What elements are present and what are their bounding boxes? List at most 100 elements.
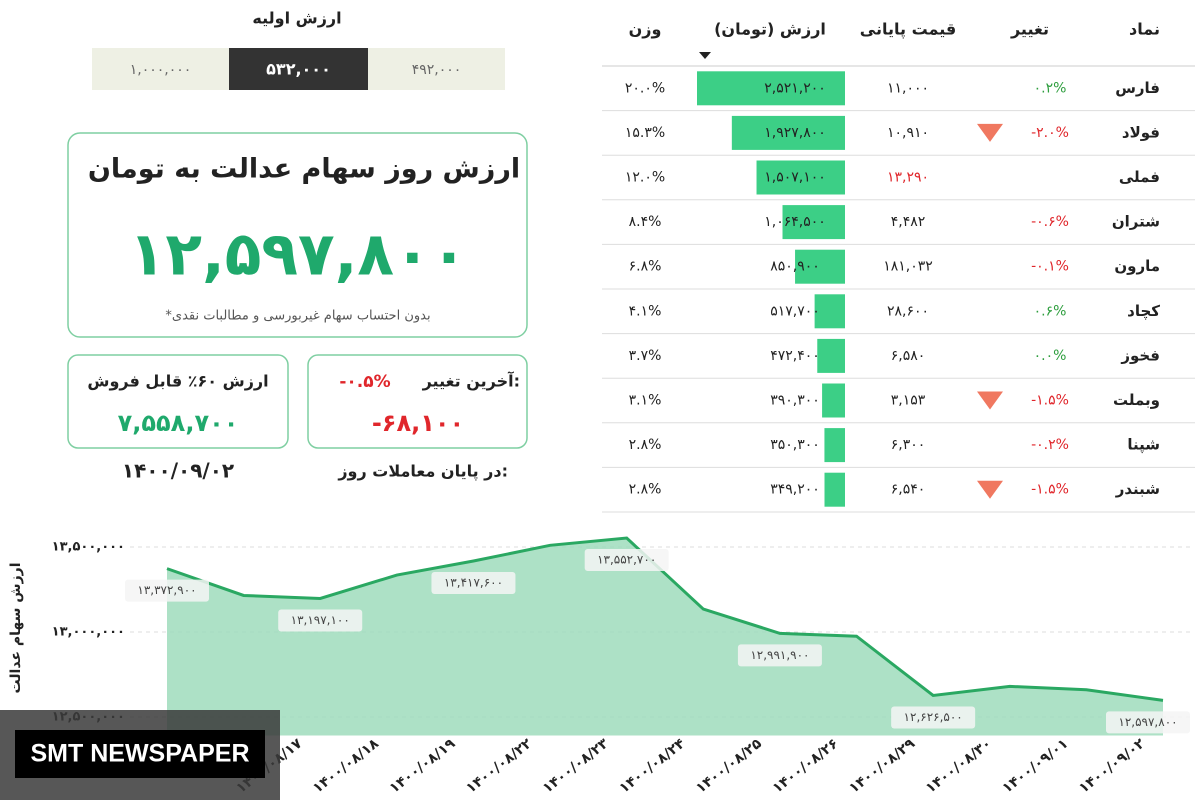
weight: ۲.۸% bbox=[629, 482, 662, 498]
x-tick-label: ۱۴۰۰/۰۸/۱۸ bbox=[310, 735, 382, 796]
value-bar bbox=[822, 383, 845, 418]
change: -۱.۵% bbox=[1031, 482, 1069, 498]
value-label-box bbox=[584, 549, 669, 572]
change-percent: -۰.۵% bbox=[339, 372, 390, 392]
weight: ۶.۸% bbox=[629, 259, 662, 275]
change: -۲.۰% bbox=[1031, 125, 1069, 141]
symbol: کچاد bbox=[1127, 302, 1160, 321]
price: ۱۳,۲۹۰ bbox=[887, 170, 929, 186]
value-label-box bbox=[891, 706, 976, 729]
price: ۳,۱۵۳ bbox=[891, 393, 926, 409]
symbol: شتران bbox=[1112, 213, 1160, 231]
value-bar bbox=[697, 71, 845, 106]
symbol: شپنا bbox=[1127, 436, 1160, 455]
price: ۴,۴۸۲ bbox=[891, 214, 926, 230]
x-tick-label: ۱۴۰۰/۰۹/۰۲ bbox=[1076, 735, 1148, 796]
value-label: ۱۳,۵۵۲,۷۰۰ bbox=[597, 553, 656, 567]
x-tick-label: ۱۴۰۰/۰۸/۲۴ bbox=[616, 735, 688, 796]
x-tick-label: ۱۴۰۰/۰۸/۲۹ bbox=[846, 735, 918, 796]
symbol: فارس bbox=[1115, 79, 1160, 97]
value-label: ۸۵۰,۹۰۰ bbox=[770, 259, 820, 275]
value-bar bbox=[824, 428, 845, 463]
price: ۱۸۱,۰۳۲ bbox=[883, 259, 933, 275]
symbol: فملی bbox=[1119, 168, 1160, 186]
summary-card bbox=[67, 132, 528, 338]
option-label[interactable]: ۱,۰۰۰,۰۰۰ bbox=[130, 62, 192, 78]
table: نماد تغییر قیمت پایانی ارزش (تومان) وزن فارس ۰… bbox=[602, 20, 1195, 513]
change-title: آخرین تغییر: bbox=[422, 371, 520, 391]
value-label: ۱۲,۵۹۷,۸۰۰ bbox=[1118, 715, 1177, 729]
sellable-title: ارزش ۶۰٪ قابل فروش bbox=[87, 372, 268, 391]
x-tick-label: ۱۴۰۰/۰۸/۲۳ bbox=[540, 735, 612, 796]
value-bar bbox=[817, 338, 845, 373]
change: -۰.۲% bbox=[1031, 437, 1069, 453]
x-tick-label: ۱۴۰۰/۰۸/۲۵ bbox=[693, 735, 765, 796]
down-arrow bbox=[977, 123, 1003, 142]
price: ۶,۵۴۰ bbox=[891, 482, 926, 498]
line bbox=[166, 536, 1164, 702]
summary-value: ۱۲,۵۹۷,۸۰۰ bbox=[129, 220, 468, 290]
date-label: در پایان معاملات روز: bbox=[337, 462, 508, 482]
column-header: نماد bbox=[1129, 20, 1160, 39]
column-header: وزن bbox=[629, 20, 662, 39]
value-label: ۱۳,۴۱۷,۶۰۰ bbox=[444, 576, 503, 590]
price: ۲۸,۶۰۰ bbox=[887, 303, 929, 319]
symbol: فولاد bbox=[1122, 123, 1160, 141]
value-label: ۱,۹۲۷,۸۰۰ bbox=[764, 125, 826, 141]
value-label: ۱,۵۰۷,۱۰۰ bbox=[764, 170, 826, 186]
price: ۱۱,۰۰۰ bbox=[887, 80, 929, 96]
weight: ۴.۱% bbox=[629, 303, 662, 319]
change: -۰.۶% bbox=[1031, 214, 1069, 230]
value-label: ۲,۵۲۱,۲۰۰ bbox=[764, 80, 826, 96]
price: ۶,۳۰۰ bbox=[891, 437, 926, 453]
x-tick-label: ۱۴۰۰/۰۸/۳۰ bbox=[923, 736, 995, 797]
option-button[interactable] bbox=[368, 48, 505, 90]
symbol: فخوز bbox=[1120, 346, 1160, 364]
x-tick-label: ۱۴۰۰/۰۹/۰۱ bbox=[1000, 736, 1072, 797]
symbol: مارون bbox=[1114, 257, 1160, 275]
value-bar bbox=[731, 115, 845, 150]
value-label: ۳۴۹,۲۰۰ bbox=[770, 482, 820, 498]
sort-indicator bbox=[699, 52, 711, 59]
value-label-box bbox=[1106, 711, 1190, 734]
value-label: ۱۲,۶۲۶,۵۰۰ bbox=[904, 710, 963, 724]
y-tick-label: ۱۳,۵۰۰,۰۰۰ bbox=[52, 540, 125, 555]
price: ۱۰,۹۱۰ bbox=[887, 125, 929, 141]
watermark: SMT NEWSPAPER bbox=[31, 740, 250, 768]
value-bar bbox=[795, 249, 845, 284]
summary-title: ارزش روز سهام عدالت به تومان bbox=[88, 154, 520, 185]
value-label: ۱۳,۱۹۷,۱۰۰ bbox=[291, 613, 350, 627]
option-label[interactable]: ۴۹۲,۰۰۰ bbox=[412, 62, 462, 78]
column-header: ارزش (تومان) bbox=[714, 20, 826, 39]
option-label[interactable]: ۵۳۲,۰۰۰ bbox=[266, 60, 331, 79]
sellable-value: ۷,۵۵۸,۷۰۰ bbox=[118, 409, 239, 437]
date-value: ۱۴۰۰/۰۹/۰۲ bbox=[122, 459, 234, 483]
value-label-box bbox=[431, 572, 516, 595]
price: ۶,۵۸۰ bbox=[891, 348, 926, 364]
value-label: ۱۳,۳۷۲,۹۰۰ bbox=[137, 583, 196, 597]
area bbox=[167, 538, 1163, 736]
value-label-box bbox=[737, 644, 822, 667]
down-arrow bbox=[977, 480, 1003, 499]
change: -۰.۱% bbox=[1031, 259, 1069, 275]
option-button[interactable] bbox=[229, 48, 368, 90]
y-tick-label: ۱۳,۰۰۰,۰۰۰ bbox=[52, 625, 125, 640]
change: -۱.۵% bbox=[1031, 393, 1069, 409]
value-label: ۴۷۲,۴۰۰ bbox=[770, 348, 820, 364]
down-arrow bbox=[977, 391, 1003, 410]
value-label: ۱۲,۹۹۱,۹۰۰ bbox=[750, 648, 809, 662]
value-bar bbox=[782, 205, 845, 240]
value-label: ۳۵۰,۳۰۰ bbox=[770, 437, 820, 453]
value-bar bbox=[756, 160, 845, 195]
change-card bbox=[307, 354, 528, 449]
option-button[interactable] bbox=[92, 48, 229, 90]
weight: ۸.۴% bbox=[629, 214, 662, 230]
value-label: ۱,۰۶۴,۵۰۰ bbox=[764, 214, 826, 230]
weight: ۳.۷% bbox=[629, 348, 662, 364]
watermark-box bbox=[15, 730, 265, 778]
weight: ۱۵.۳% bbox=[625, 125, 665, 141]
y-axis-title: ارزش سهام عدالت bbox=[8, 562, 24, 693]
weight: ۱۲.۰% bbox=[625, 170, 665, 186]
